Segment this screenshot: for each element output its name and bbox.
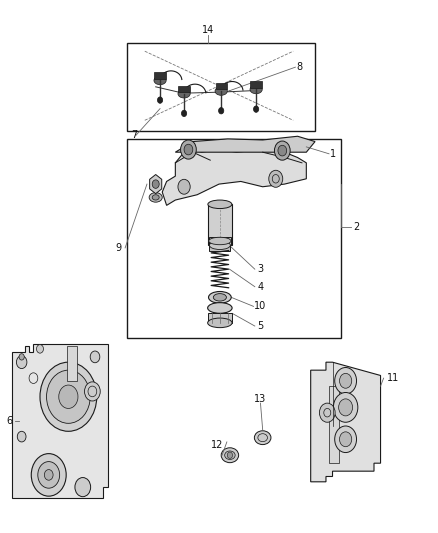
Bar bbox=[209, 237, 230, 245]
Circle shape bbox=[31, 454, 66, 496]
Text: 11: 11 bbox=[387, 373, 399, 383]
Ellipse shape bbox=[154, 76, 166, 85]
Ellipse shape bbox=[208, 303, 232, 313]
Circle shape bbox=[227, 452, 233, 458]
Circle shape bbox=[319, 403, 335, 422]
Ellipse shape bbox=[208, 318, 232, 328]
Circle shape bbox=[339, 399, 353, 416]
Ellipse shape bbox=[208, 292, 231, 303]
Text: 5: 5 bbox=[258, 321, 264, 331]
Circle shape bbox=[36, 345, 43, 353]
Polygon shape bbox=[162, 150, 306, 205]
Circle shape bbox=[335, 368, 357, 394]
Circle shape bbox=[44, 470, 53, 480]
Circle shape bbox=[339, 432, 352, 447]
Circle shape bbox=[180, 140, 196, 159]
Circle shape bbox=[254, 106, 259, 112]
Circle shape bbox=[219, 108, 224, 114]
Bar bbox=[208, 204, 232, 245]
Ellipse shape bbox=[208, 200, 232, 208]
Bar bbox=[251, 82, 262, 88]
Circle shape bbox=[335, 426, 357, 453]
Ellipse shape bbox=[250, 85, 262, 94]
Circle shape bbox=[85, 382, 100, 401]
Ellipse shape bbox=[149, 192, 162, 202]
Bar bbox=[154, 72, 166, 79]
Circle shape bbox=[152, 180, 159, 188]
Circle shape bbox=[40, 362, 97, 431]
Circle shape bbox=[333, 392, 358, 422]
Polygon shape bbox=[311, 362, 381, 482]
Ellipse shape bbox=[225, 451, 235, 459]
Bar bbox=[178, 86, 190, 92]
Circle shape bbox=[59, 385, 78, 408]
Text: 7: 7 bbox=[131, 130, 137, 140]
Circle shape bbox=[90, 351, 100, 363]
Text: 8: 8 bbox=[297, 62, 303, 72]
Text: 9: 9 bbox=[116, 243, 122, 253]
Text: 2: 2 bbox=[353, 222, 360, 232]
Circle shape bbox=[269, 170, 283, 187]
Polygon shape bbox=[150, 174, 162, 193]
Circle shape bbox=[19, 354, 24, 360]
Ellipse shape bbox=[152, 195, 159, 200]
Text: 4: 4 bbox=[258, 282, 264, 292]
Text: 12: 12 bbox=[211, 440, 223, 450]
Text: 13: 13 bbox=[254, 394, 267, 405]
Text: 10: 10 bbox=[254, 301, 267, 311]
Circle shape bbox=[178, 179, 190, 194]
Circle shape bbox=[46, 370, 90, 423]
Ellipse shape bbox=[178, 90, 190, 98]
Ellipse shape bbox=[221, 448, 239, 463]
Ellipse shape bbox=[213, 294, 226, 301]
Text: 14: 14 bbox=[202, 25, 214, 35]
Circle shape bbox=[184, 144, 193, 155]
Ellipse shape bbox=[209, 241, 230, 249]
Bar bbox=[329, 386, 339, 463]
Text: 3: 3 bbox=[258, 264, 264, 274]
Circle shape bbox=[157, 97, 162, 103]
Circle shape bbox=[75, 478, 91, 497]
Polygon shape bbox=[12, 344, 108, 498]
Text: 1: 1 bbox=[330, 149, 336, 159]
Bar bbox=[209, 242, 230, 251]
Circle shape bbox=[38, 462, 60, 488]
Circle shape bbox=[17, 431, 26, 442]
Ellipse shape bbox=[254, 431, 271, 445]
Polygon shape bbox=[175, 136, 315, 152]
Circle shape bbox=[278, 146, 287, 156]
Circle shape bbox=[16, 356, 27, 368]
Bar bbox=[127, 139, 341, 338]
Circle shape bbox=[275, 141, 290, 160]
Ellipse shape bbox=[209, 237, 231, 245]
Bar bbox=[127, 43, 315, 131]
Bar bbox=[208, 313, 232, 323]
Bar bbox=[67, 346, 77, 381]
Text: 6: 6 bbox=[7, 416, 13, 426]
Bar bbox=[215, 83, 227, 90]
Circle shape bbox=[181, 110, 187, 117]
Ellipse shape bbox=[215, 87, 227, 95]
Circle shape bbox=[339, 373, 352, 388]
